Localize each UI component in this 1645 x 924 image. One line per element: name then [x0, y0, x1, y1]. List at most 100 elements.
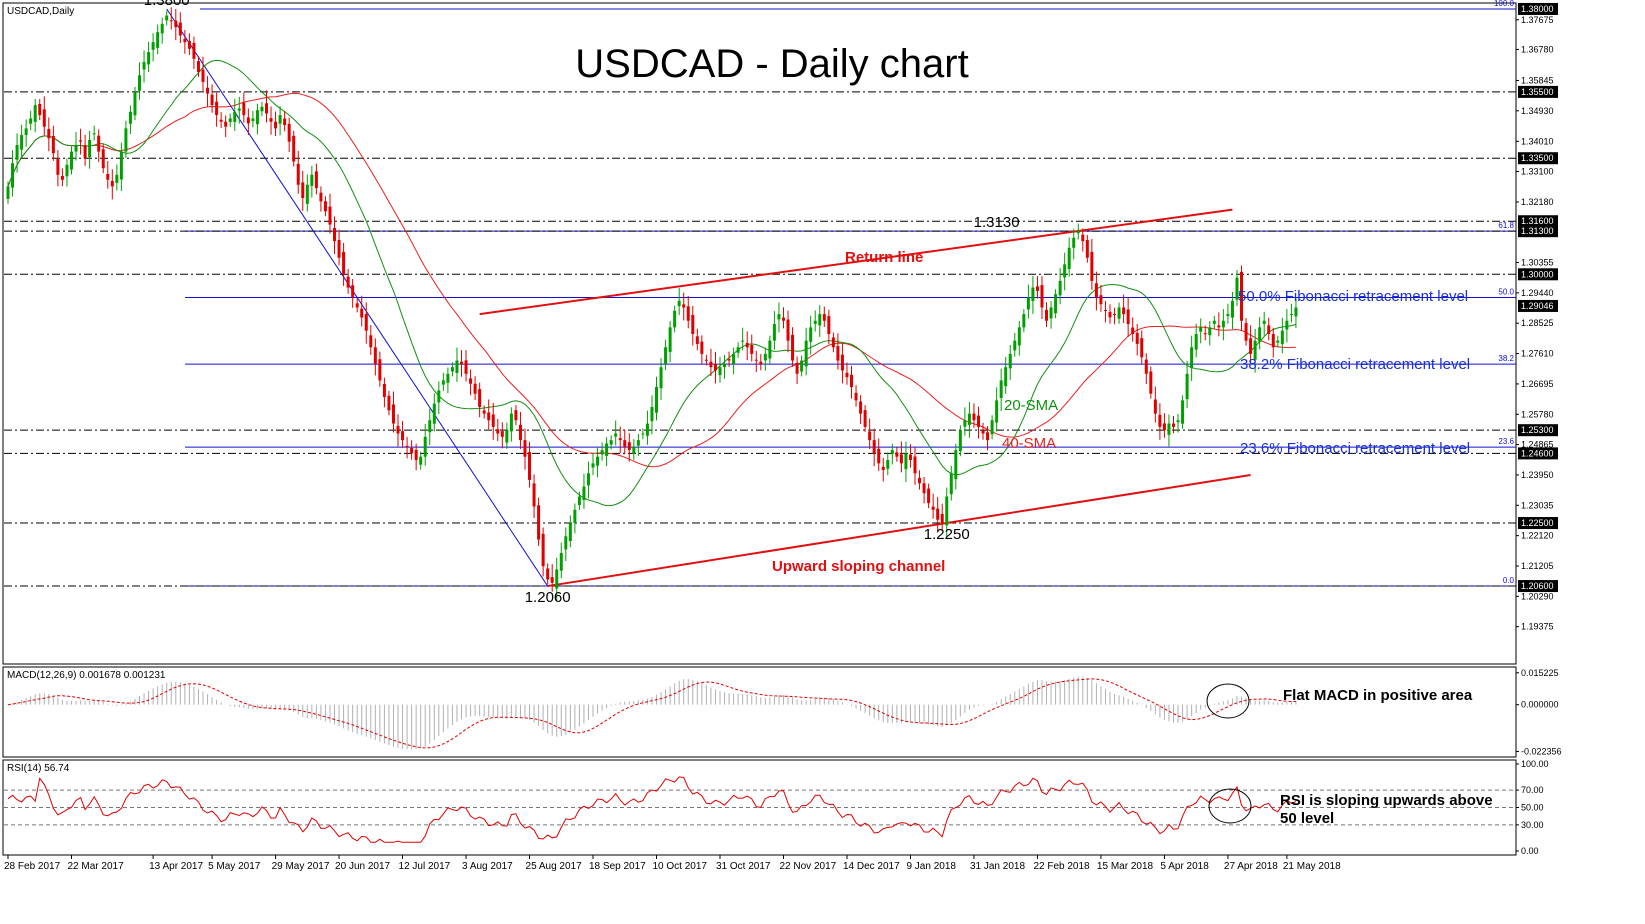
candle-body: [591, 463, 595, 468]
fib-tag: 100.0: [1494, 0, 1515, 8]
candle-body: [600, 450, 604, 455]
candle-body: [455, 360, 459, 373]
level-price-label: 1.25300: [1521, 425, 1554, 435]
candle-body: [1008, 353, 1012, 369]
candle-body: [1185, 373, 1189, 400]
candle-body: [677, 300, 681, 307]
price-tick-label: 1.28525: [1521, 318, 1554, 328]
candle-body: [251, 118, 255, 122]
date-label: 3 Aug 2017: [462, 861, 513, 872]
candle-body: [850, 374, 854, 388]
candle-body: [509, 413, 513, 432]
price-tick-label: 1.37675: [1521, 15, 1554, 25]
candle-body: [269, 118, 273, 122]
date-label: 29 May 2017: [272, 861, 330, 872]
candle-body: [940, 513, 944, 524]
candle-body: [713, 363, 717, 371]
price-tick-label: 1.35845: [1521, 75, 1554, 85]
candle-body: [133, 91, 137, 116]
candle-body: [1144, 359, 1148, 374]
level-price-label: 1.30000: [1521, 269, 1554, 279]
candle-body: [813, 320, 817, 324]
candle-body: [1022, 314, 1026, 328]
candle-body: [351, 285, 355, 298]
candle-body: [210, 94, 214, 106]
candle-body: [342, 251, 346, 275]
candle-body: [1167, 423, 1171, 435]
candle-body: [786, 319, 790, 341]
candle-body: [1135, 332, 1139, 344]
candle-body: [60, 175, 64, 180]
candle-body: [1103, 309, 1107, 311]
candle-body: [754, 359, 758, 361]
candle-body: [691, 314, 695, 334]
candle-body: [97, 135, 101, 152]
candle-body: [496, 429, 500, 434]
candle-body: [1076, 231, 1080, 234]
candle-body: [586, 473, 590, 486]
candle-body: [65, 164, 69, 177]
candle-body: [872, 440, 876, 454]
candle-body: [1108, 311, 1112, 318]
candle-body: [51, 136, 55, 154]
candle-body: [840, 354, 844, 371]
date-label: 22 Mar 2017: [67, 861, 124, 872]
level-price-label: 1.20600: [1521, 581, 1554, 591]
price-tick-label: 1.33100: [1521, 166, 1554, 176]
candle-body: [741, 340, 745, 342]
candle-body: [528, 452, 532, 480]
date-label: 20 Jun 2017: [335, 861, 390, 872]
candle-body: [877, 448, 881, 464]
candle-body: [609, 440, 613, 445]
candle-body: [904, 453, 908, 470]
candle-body: [1203, 333, 1207, 335]
candle-body: [491, 414, 495, 427]
candle-body: [1280, 330, 1284, 345]
candle-body: [128, 111, 132, 124]
fib50-label: 50.0% Fibonacci retracement level: [1238, 288, 1468, 305]
candle-body: [976, 415, 980, 427]
candle-body: [954, 450, 958, 480]
candle-body: [500, 431, 504, 437]
candle-body: [382, 383, 386, 398]
candle-body: [1113, 313, 1117, 315]
candle-body: [518, 424, 522, 441]
candle-body: [346, 276, 350, 288]
fib-tag: 61.8: [1498, 221, 1514, 230]
candle-body: [995, 400, 999, 423]
candle-body: [201, 69, 205, 82]
candle-body: [818, 314, 822, 326]
candle-body: [967, 413, 971, 425]
candle-body: [423, 436, 427, 457]
level-price-label: 1.31600: [1521, 216, 1554, 226]
candle-body: [1090, 251, 1094, 281]
candle-body: [645, 423, 649, 436]
candle-body: [482, 410, 486, 414]
candle-body: [1230, 300, 1234, 318]
candle-body: [514, 410, 518, 421]
price-tick-label: 1.30355: [1521, 258, 1554, 268]
candle-body: [1153, 399, 1157, 414]
candle-body: [763, 353, 767, 361]
candle-body: [1240, 271, 1244, 321]
candle-body: [550, 577, 554, 583]
candle-body: [310, 174, 314, 186]
candle-body: [546, 568, 550, 580]
candle-body: [972, 413, 976, 421]
candle-body: [949, 473, 953, 495]
candle-body: [24, 128, 28, 136]
candle-body: [296, 163, 300, 185]
candle-body: [655, 387, 659, 413]
current-price-label: 1.29046: [1521, 301, 1554, 311]
rsi-label: RSI(14) 56.74: [7, 763, 70, 774]
date-label: 13 Apr 2017: [149, 861, 203, 872]
candle-body: [1063, 264, 1067, 278]
candle-body: [396, 425, 400, 434]
candle-body: [1149, 371, 1153, 394]
candle-body: [460, 361, 463, 364]
candle-body: [1235, 277, 1239, 300]
candle-body: [142, 62, 146, 70]
candle-body: [736, 347, 740, 353]
sma20-label: 20-SMA: [1004, 397, 1058, 414]
candle-body: [446, 373, 450, 383]
